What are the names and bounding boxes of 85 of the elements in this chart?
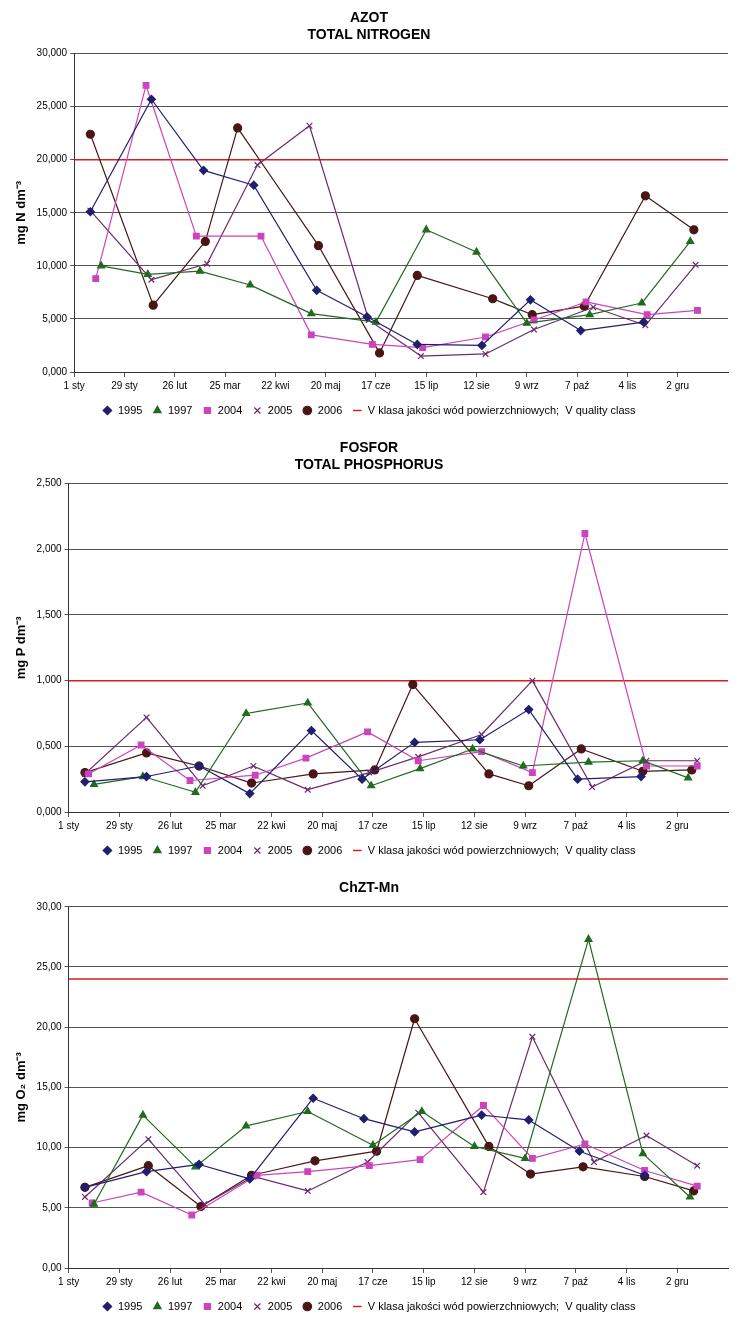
x-tick-label: 20 maj (307, 819, 338, 831)
legend-label: 2005 (267, 403, 293, 416)
x-tick-label: 15 lip (411, 819, 437, 831)
y-tick-label: 30,000 (36, 47, 68, 59)
y-tick-label: 15,00 (36, 1081, 63, 1093)
x-tick-label: 9 wrz (513, 1275, 538, 1287)
x-tick-label: 17 cze (358, 819, 389, 831)
x-tick-label: 7 paź (563, 1275, 589, 1287)
y-tick-label: 1,000 (36, 674, 63, 686)
x-tick-label: 29 sty (111, 379, 138, 391)
x-tick-label: 12 sie (461, 819, 489, 831)
x-tick-label: 26 lut (162, 379, 188, 391)
x-tick-label: 9 wrz (514, 379, 539, 391)
x-tick-label: 20 maj (310, 379, 341, 391)
x-tick-label: 15 lip (411, 1275, 437, 1287)
x-tick-label: 2 gru (665, 819, 689, 831)
y-tick-label: 10,00 (36, 1141, 63, 1153)
legend-label: 2004 (217, 1299, 243, 1312)
x-tick-label: 26 lut (157, 819, 183, 831)
y-tick-label: 30,00 (36, 900, 63, 912)
legend-label: 1997 (167, 1299, 193, 1312)
chart-subtitle: TOTAL PHOSPHORUS (294, 456, 444, 473)
x-tick-label: 22 kwi (257, 1275, 286, 1287)
legend-label: 1995 (117, 403, 143, 416)
x-tick-label: 1 sty (58, 1275, 80, 1287)
x-tick-label: 25 mar (205, 819, 238, 831)
y-tick-label: 0,000 (36, 805, 63, 817)
y-tick-label: 5,00 (42, 1201, 63, 1213)
y-tick-label: 10,000 (36, 259, 68, 271)
y-tick-label: 1,500 (36, 608, 63, 620)
y-tick-label: 0,500 (36, 740, 63, 752)
x-tick-label: 12 sie (463, 379, 491, 391)
x-tick-label: 29 sty (106, 1275, 133, 1287)
legend-label: 2005 (267, 1299, 293, 1312)
legend-label: V klasa jakości wód powierzchniowych; V quality class (367, 843, 637, 856)
x-tick-label: 22 kwi (261, 379, 290, 391)
y-tick-label: 15,000 (36, 206, 68, 218)
y-tick-label: 2,000 (36, 543, 63, 555)
legend-label: V klasa jakości wód powierzchniowych; V quality class (367, 1299, 637, 1312)
chart-subtitle: TOTAL NITROGEN (307, 26, 431, 43)
x-tick-label: 1 sty (58, 819, 80, 831)
x-tick-label: 7 paź (564, 379, 590, 391)
y-axis-title: mg P dm⁻³ (13, 615, 29, 680)
x-tick-label: 22 kwi (257, 819, 286, 831)
y-tick-label: 20,00 (36, 1020, 63, 1032)
x-tick-label: 15 lip (414, 379, 439, 391)
legend-label: 2004 (217, 843, 243, 856)
y-axis-title: mg N dm⁻³ (13, 180, 29, 245)
chart-title: ChZT-Mn (339, 879, 399, 896)
x-tick-label: 25 mar (205, 1275, 238, 1287)
legend-label: 1997 (167, 403, 193, 416)
legend-label: V klasa jakości wód powierzchniowych; V quality class (367, 403, 637, 416)
x-tick-label: 29 sty (106, 819, 133, 831)
legend-label: 2005 (267, 843, 293, 856)
legend-label: 1997 (167, 843, 193, 856)
x-tick-label: 17 cze (358, 1275, 389, 1287)
x-tick-label: 26 lut (157, 1275, 183, 1287)
legend-label: 1995 (117, 1299, 143, 1312)
y-tick-label: 25,00 (36, 960, 63, 972)
legend-label: 1995 (117, 843, 143, 856)
legend-label: 2004 (217, 403, 243, 416)
y-axis-title: mg O₂ dm⁻³ (13, 1051, 29, 1123)
x-tick-label: 2 gru (666, 379, 690, 391)
x-tick-label: 20 maj (307, 1275, 338, 1287)
x-tick-label: 12 sie (461, 1275, 489, 1287)
legend-label: 2006 (317, 403, 343, 416)
x-tick-label: 4 lis (618, 379, 637, 391)
y-tick-label: 0,000 (42, 365, 68, 377)
x-tick-label: 9 wrz (513, 819, 538, 831)
legend-label: 2006 (317, 843, 343, 856)
legend-label: 2006 (317, 1299, 343, 1312)
x-tick-label: 1 sty (63, 379, 85, 391)
x-tick-label: 17 cze (361, 379, 392, 391)
chart-title: FOSFOR (339, 439, 399, 456)
chart-title: AZOT (349, 9, 389, 26)
x-tick-label: 4 lis (617, 1275, 636, 1287)
y-tick-label: 0,00 (42, 1261, 63, 1273)
x-tick-label: 2 gru (665, 1275, 689, 1287)
x-tick-label: 4 lis (617, 819, 636, 831)
y-tick-label: 20,000 (36, 153, 68, 165)
x-tick-label: 7 paź (563, 819, 589, 831)
x-tick-label: 25 mar (209, 379, 242, 391)
y-tick-label: 5,000 (42, 312, 68, 324)
y-tick-label: 2,500 (36, 477, 63, 489)
y-tick-label: 25,000 (36, 100, 68, 112)
